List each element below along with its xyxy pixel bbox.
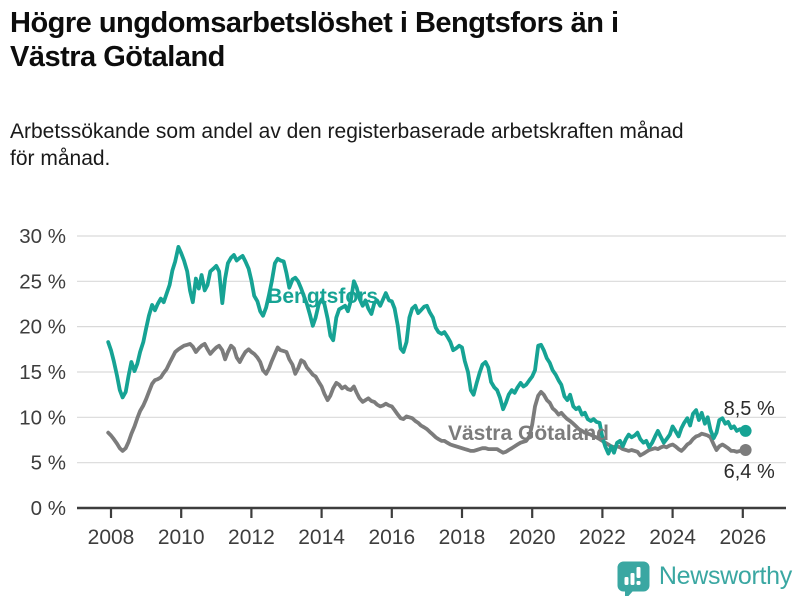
series-line-v-stra-g-taland: [106, 342, 748, 458]
x-tick-label: 2020: [509, 526, 556, 549]
page-title-line2: Västra Götaland: [10, 41, 225, 73]
newsworthy-branding: Newsworthy: [617, 557, 792, 596]
end-dot-bengtsfors: [739, 424, 752, 437]
x-tick-label: 2016: [368, 526, 415, 549]
x-tick-label: 2024: [649, 526, 696, 549]
y-tick-label: 5 %: [31, 452, 66, 475]
newsworthy-logo-text: Newsworthy: [658, 562, 792, 590]
x-tick-label: 2014: [298, 526, 345, 549]
end-value-label-bengtsfors: 8,5 %: [724, 398, 775, 420]
unemployment-line-chart: 0 %5 %10 %15 %20 %25 %30 %2008 2010 2012 20…: [19, 225, 786, 549]
x-tick-label: 2008: [88, 526, 135, 549]
y-axis-labels: 0 % 5 % 10 % 15 % 20 % 25 % 30 %: [19, 225, 66, 520]
chart-subtitle-line1: Arbetssökande som andel av den registerb…: [10, 120, 684, 143]
x-tick-label: 2018: [439, 526, 486, 549]
bar-chart-speech-bubble-icon: [617, 561, 650, 596]
x-tick-label: 2010: [158, 526, 205, 549]
x-axis: 2008 2010 2012 2014 2016 2018 2020 2022 2024 2026: [77, 506, 786, 549]
x-tick-label: 2012: [228, 526, 275, 549]
series-label-v-stra-g-taland: Västra Götaland: [448, 422, 609, 445]
y-tick-label: 15 %: [19, 361, 66, 384]
y-tick-label: 25 %: [19, 270, 66, 293]
page-title-line1: Högre ungdomsarbetslöshet i Bengtsfors ä…: [10, 7, 619, 39]
end-dot-v-stra-g-taland: [739, 443, 752, 456]
end-value-label-v-stra-g-taland: 6,4 %: [724, 461, 775, 483]
chart-subtitle-line2: för månad.: [10, 147, 111, 170]
y-tick-label: 20 %: [19, 316, 66, 339]
x-tick-label: 2022: [579, 526, 626, 549]
y-tick-label: 10 %: [19, 406, 66, 429]
y-tick-label: 0 %: [31, 497, 66, 520]
series-line-bengtsfors: [106, 245, 748, 456]
chart-subtitle: Arbetssökande som andel av den registerb…: [10, 118, 790, 172]
series-label-bengtsfors: Bengtsfors: [267, 285, 378, 308]
page-title: Högre ungdomsarbetslöshet i Bengtsfors ä…: [10, 6, 770, 74]
x-tick-label: 2026: [719, 526, 766, 549]
y-tick-label: 30 %: [19, 225, 66, 248]
